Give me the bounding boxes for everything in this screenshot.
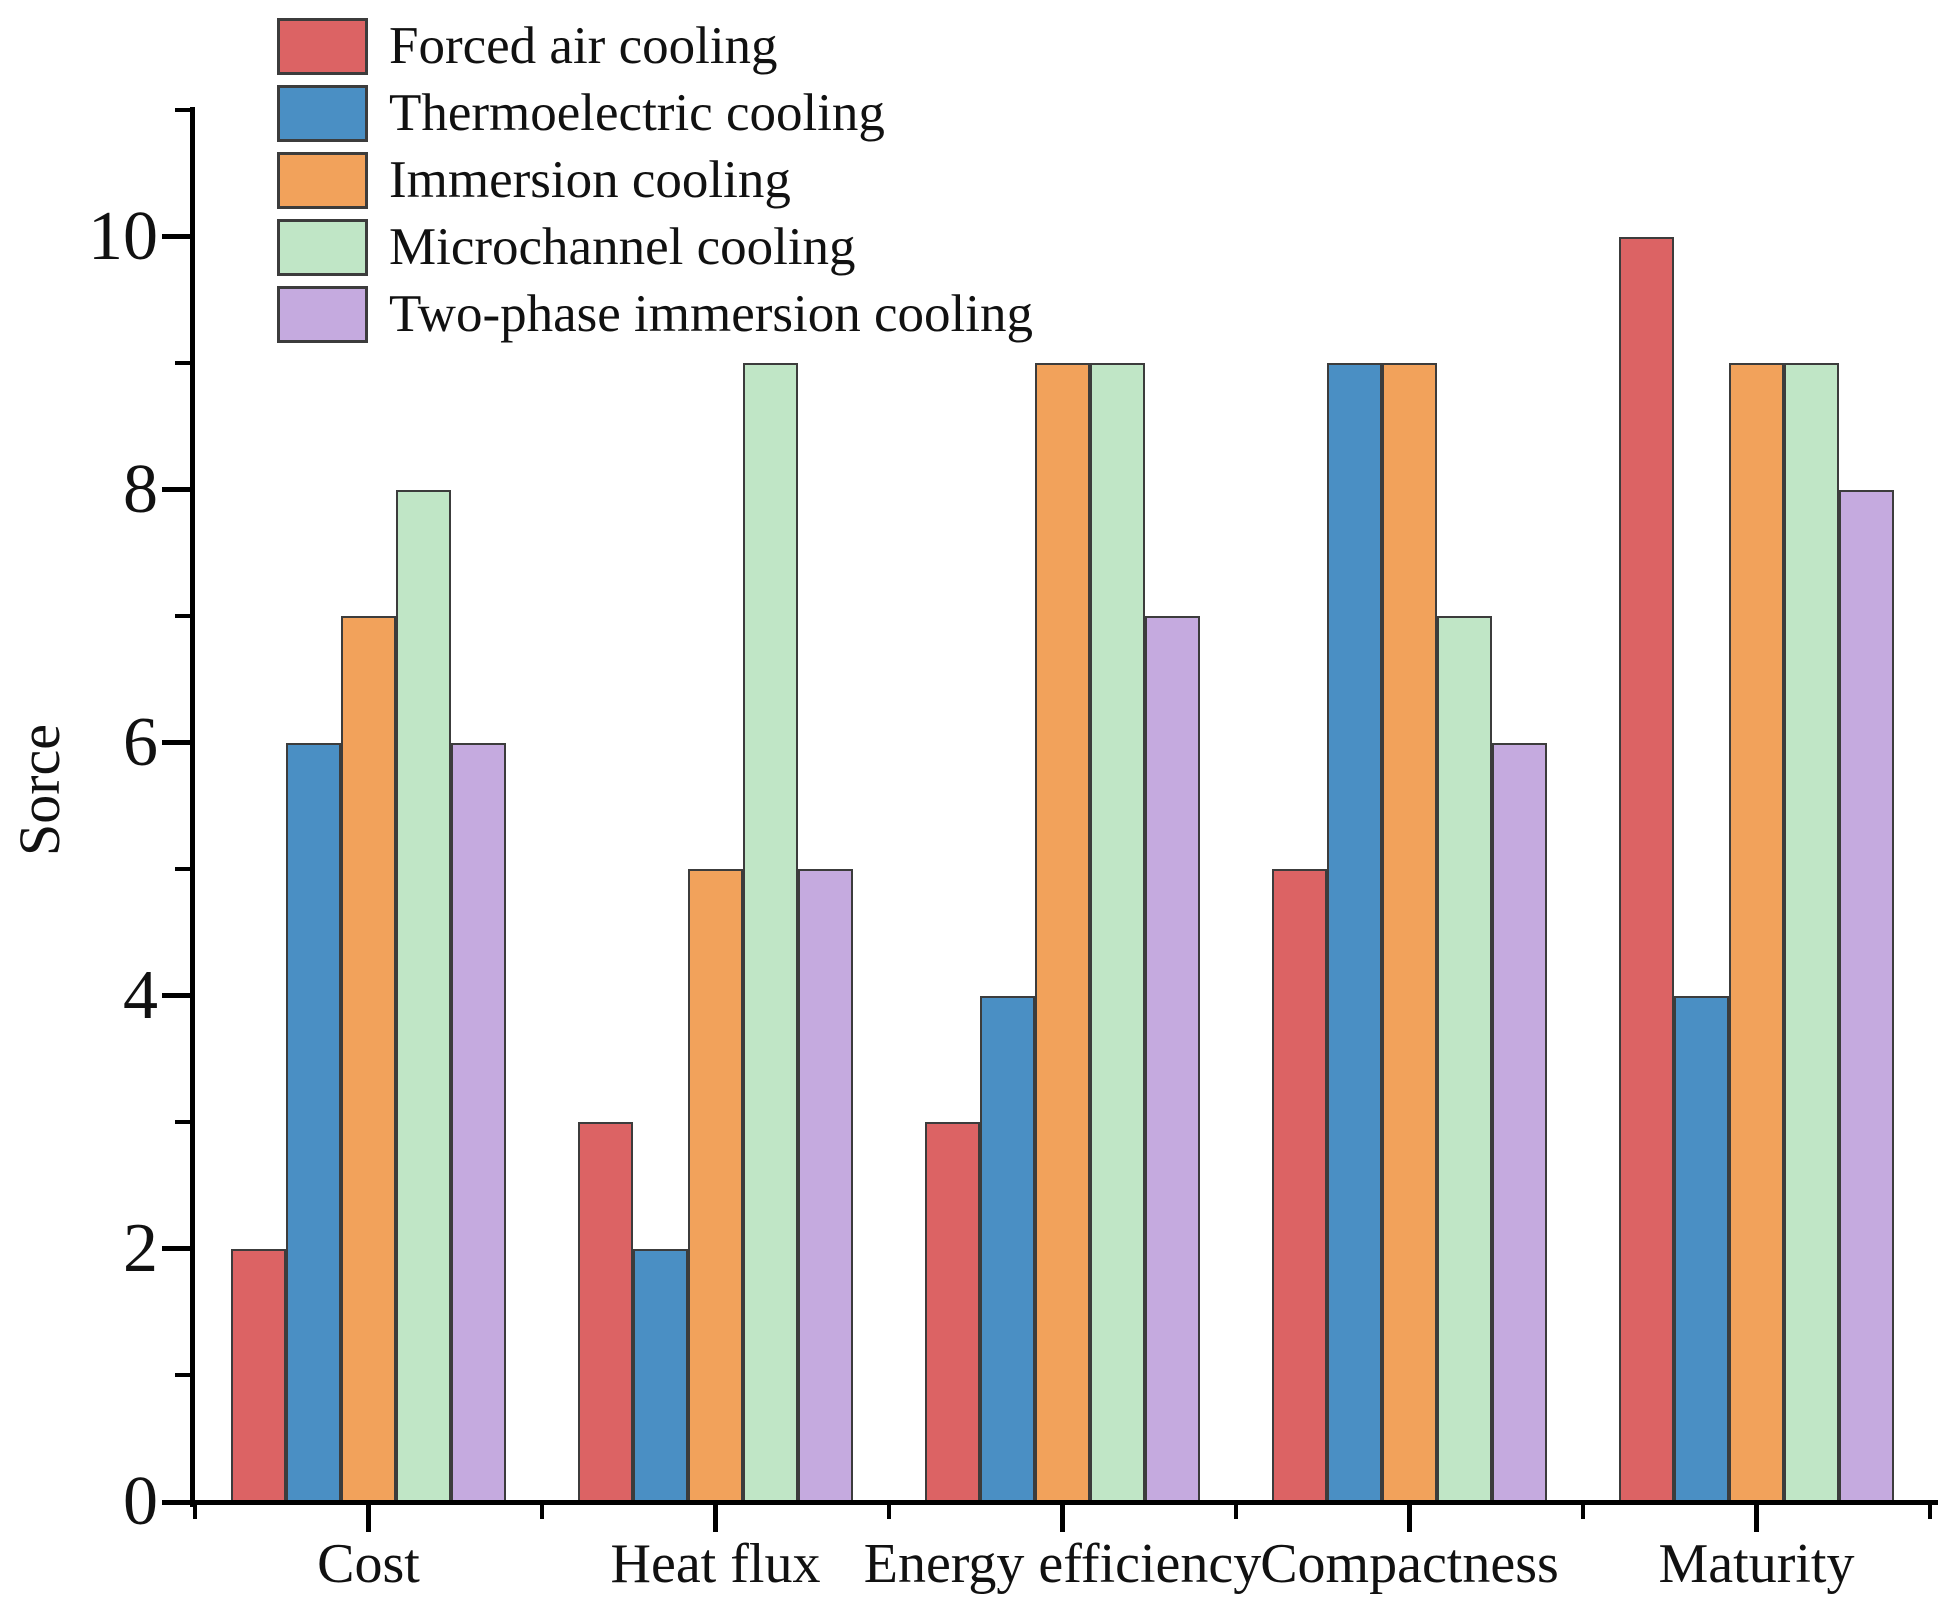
y-minor-tick (175, 108, 190, 112)
y-minor-tick (175, 361, 190, 366)
x-major-tick (366, 1500, 371, 1532)
bar-immersion-cooling-energy-efficiency (1035, 363, 1090, 1502)
bar-thermoelectric-cooling-maturity (1674, 995, 1729, 1502)
legend-swatch-forced-air-cooling (277, 18, 368, 75)
y-major-tick (162, 740, 190, 746)
y-tick-label: 4 (123, 956, 158, 1034)
bar-two-phase-immersion-cooling-cost (451, 742, 506, 1502)
x-major-tick (1407, 1500, 1412, 1532)
x-category-label: Energy efficiency (863, 1533, 1262, 1595)
legend-item-immersion-cooling: Immersion cooling (277, 152, 1033, 209)
bar-immersion-cooling-compactness (1382, 363, 1437, 1502)
bar-microchannel-cooling-maturity (1784, 363, 1839, 1502)
x-major-tick (1060, 1500, 1065, 1532)
y-minor-tick (175, 614, 190, 619)
legend-label-two-phase-immersion-cooling: Two-phase immersion cooling (389, 285, 1033, 343)
y-tick-label: 10 (88, 197, 158, 275)
bar-forced-air-cooling-maturity (1619, 236, 1674, 1502)
legend-label-forced-air-cooling: Forced air cooling (389, 17, 778, 75)
y-minor-tick (175, 1373, 190, 1378)
legend-swatch-two-phase-immersion-cooling (277, 286, 368, 343)
y-major-tick (162, 487, 190, 493)
bar-thermoelectric-cooling-heat-flux (633, 1248, 688, 1502)
y-minor-tick (175, 1120, 190, 1125)
bar-thermoelectric-cooling-energy-efficiency (980, 995, 1035, 1502)
x-minor-tick (887, 1500, 891, 1519)
x-category-label: Maturity (1658, 1533, 1855, 1595)
bar-forced-air-cooling-energy-efficiency (925, 1122, 980, 1502)
x-minor-tick (1928, 1500, 1932, 1519)
bar-two-phase-immersion-cooling-compactness (1492, 742, 1547, 1502)
y-minor-tick (175, 867, 190, 872)
legend-item-two-phase-immersion-cooling: Two-phase immersion cooling (277, 286, 1033, 343)
legend-item-thermoelectric-cooling: Thermoelectric cooling (277, 85, 1033, 142)
x-major-tick (713, 1500, 718, 1532)
x-minor-tick (540, 1500, 544, 1519)
bar-microchannel-cooling-compactness (1437, 616, 1492, 1502)
x-major-tick (1754, 1500, 1759, 1532)
y-major-tick (162, 993, 190, 999)
y-tick-label: 8 (123, 450, 158, 528)
x-minor-tick (193, 1500, 197, 1519)
legend-label-microchannel-cooling: Microchannel cooling (389, 218, 856, 276)
x-minor-tick (1234, 1500, 1238, 1519)
bar-microchannel-cooling-energy-efficiency (1090, 363, 1145, 1502)
bar-immersion-cooling-heat-flux (688, 869, 743, 1502)
x-category-label: Heat flux (610, 1533, 821, 1595)
legend-swatch-thermoelectric-cooling (277, 85, 368, 142)
bar-microchannel-cooling-cost (396, 489, 451, 1502)
x-minor-tick (1581, 1500, 1585, 1519)
x-category-label: Compactness (1260, 1533, 1559, 1595)
y-major-tick (162, 1246, 190, 1252)
y-axis-line (190, 107, 195, 1507)
bar-forced-air-cooling-heat-flux (578, 1122, 633, 1502)
y-tick-label: 6 (123, 703, 158, 781)
bar-two-phase-immersion-cooling-energy-efficiency (1145, 616, 1200, 1502)
x-category-label: Cost (317, 1533, 420, 1595)
legend-item-forced-air-cooling: Forced air cooling (277, 18, 1033, 75)
legend: Forced air cooling Thermoelectric cooling… (277, 18, 1033, 353)
bar-two-phase-immersion-cooling-heat-flux (798, 869, 853, 1502)
legend-label-immersion-cooling: Immersion cooling (389, 151, 791, 209)
legend-swatch-microchannel-cooling (277, 219, 368, 276)
bar-immersion-cooling-cost (341, 616, 396, 1502)
bar-forced-air-cooling-cost (231, 1248, 286, 1502)
legend-label-thermoelectric-cooling: Thermoelectric cooling (389, 84, 885, 142)
y-major-tick (162, 1499, 190, 1505)
legend-swatch-immersion-cooling (277, 152, 368, 209)
bar-thermoelectric-cooling-cost (286, 742, 341, 1502)
bar-two-phase-immersion-cooling-maturity (1839, 489, 1894, 1502)
bar-immersion-cooling-maturity (1729, 363, 1784, 1502)
y-tick-label: 0 (123, 1463, 158, 1540)
legend-item-microchannel-cooling: Microchannel cooling (277, 219, 1033, 276)
bar-microchannel-cooling-heat-flux (743, 363, 798, 1502)
bar-forced-air-cooling-compactness (1272, 869, 1327, 1502)
bar-thermoelectric-cooling-compactness (1327, 363, 1382, 1502)
x-axis-line (190, 1500, 1938, 1505)
y-major-tick (162, 234, 190, 240)
y-tick-label: 2 (123, 1209, 158, 1287)
